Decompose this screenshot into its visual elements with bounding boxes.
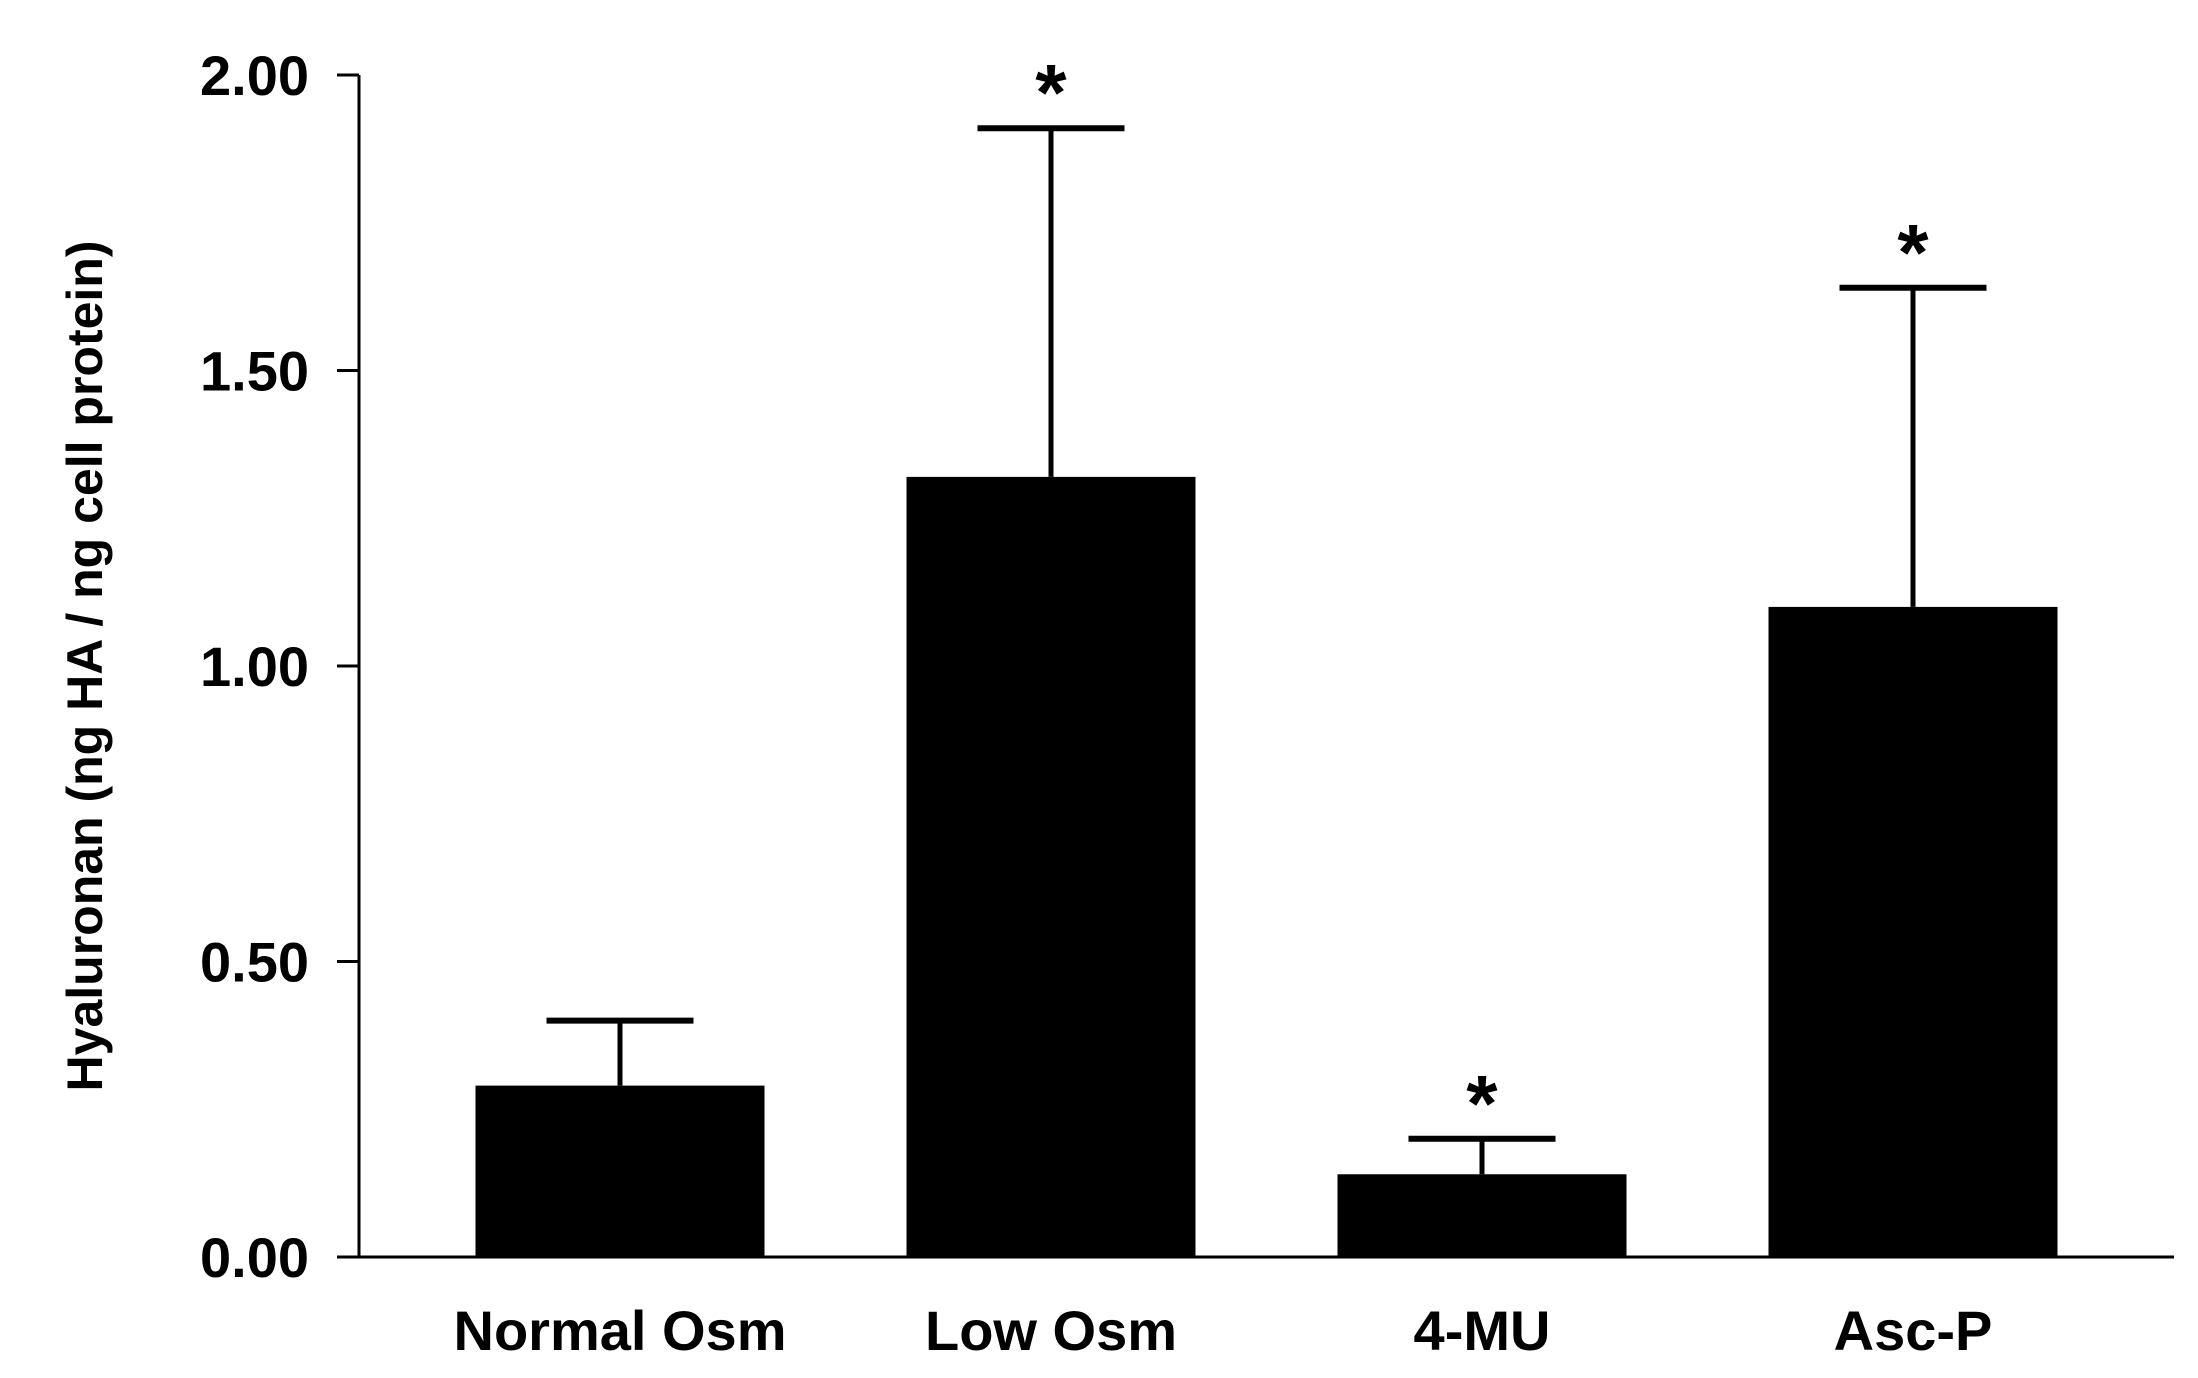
bar [1337, 1174, 1627, 1257]
y-tick-label: 1.50 [200, 340, 309, 403]
significance-marker: * [1897, 208, 1929, 297]
bar [906, 476, 1196, 1257]
x-tick-label: Asc-P [1834, 1299, 1993, 1362]
y-tick-label: 0.50 [200, 931, 309, 994]
bars: Normal Osm * Low Osm * 4-MU * Asc-P [454, 48, 2058, 1362]
axes: 0.00 0.50 1.00 1.50 2.00 [200, 44, 2174, 1289]
significance-marker: * [1466, 1059, 1498, 1148]
y-tick-label: 1.00 [200, 635, 309, 698]
x-tick-label: Normal Osm [454, 1299, 787, 1362]
bar [475, 1085, 765, 1257]
y-axis-label: Hyaluronan (ng HA / ng cell protein) [57, 241, 113, 1092]
bar [1768, 606, 2058, 1257]
significance-marker: * [1035, 48, 1067, 137]
y-tick-label: 2.00 [200, 44, 309, 107]
x-tick-label: Low Osm [925, 1299, 1177, 1362]
y-tick-label: 0.00 [200, 1226, 309, 1289]
x-tick-label: 4-MU [1414, 1299, 1551, 1362]
